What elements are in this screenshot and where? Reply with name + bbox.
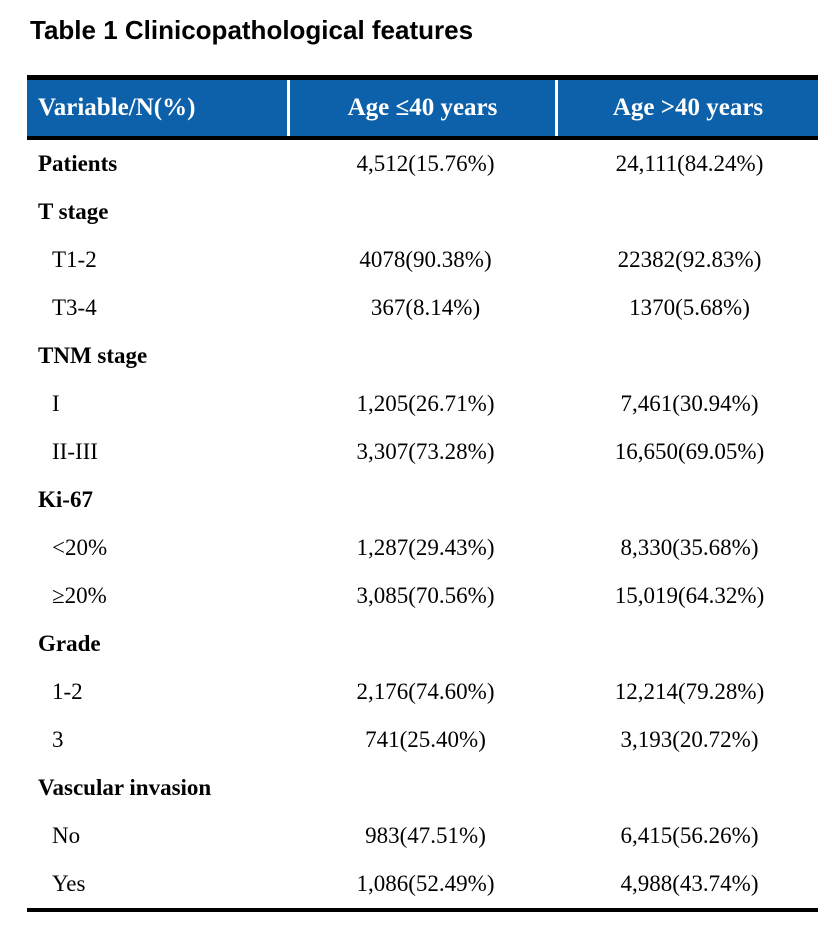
row-value-age-gt-40: 4,988(43.74%) [620,871,759,896]
table-row: T stage [27,188,818,236]
header-cell-age-gt-40: Age >40 years [612,94,764,121]
row-value-age-le-40: 4,512(15.76%) [356,151,495,176]
table-row: Vascular invasion [27,764,818,812]
row-label: Ki-67 [38,487,93,512]
row-label: Patients [38,151,118,176]
table-header-row: Variable/N(%) Age ≤40 years Age >40 year… [27,80,818,140]
row-value-age-le-40: 3,085(70.56%) [356,583,495,608]
row-value-age-gt-40: 24,111(84.24%) [615,151,764,176]
row-value-age-le-40: 367(8.14%) [370,295,481,320]
row-label: Yes [52,871,86,896]
row-label: T1-2 [52,247,97,272]
row-value-age-le-40: 1,205(26.71%) [356,391,495,416]
table-row: 3 741(25.40%) 3,193(20.72%) [27,716,818,764]
row-value-age-gt-40: 6,415(56.26%) [620,823,759,848]
table-row: TNM stage [27,332,818,380]
row-value-age-gt-40: 16,650(69.05%) [614,439,765,464]
row-label: Grade [38,631,101,656]
table-row: T3-4 367(8.14%) 1370(5.68%) [27,284,818,332]
table-body: Patients 4,512(15.76%) 24,111(84.24%) T … [27,140,818,908]
header-cell-age-le-40: Age ≤40 years [290,80,558,136]
table-row: T1-2 4078(90.38%) 22382(92.83%) [27,236,818,284]
table-row: ≥20% 3,085(70.56%) 15,019(64.32%) [27,572,818,620]
table-row: 1-2 2,176(74.60%) 12,214(79.28%) [27,668,818,716]
row-label: No [52,823,81,848]
row-label: <20% [52,535,108,560]
table-row: II-III 3,307(73.28%) 16,650(69.05%) [27,428,818,476]
row-value-age-le-40: 3,307(73.28%) [356,439,495,464]
table-title: Table 1 Clinicopathological features [30,15,474,45]
row-label: 3 [52,727,64,752]
table-row: I 1,205(26.71%) 7,461(30.94%) [27,380,818,428]
table-row: Patients 4,512(15.76%) 24,111(84.24%) [27,140,818,188]
row-value-age-le-40: 2,176(74.60%) [356,679,495,704]
table-row: Ki-67 [27,476,818,524]
row-label: T3-4 [52,295,97,320]
row-label: I [52,391,60,416]
row-label: Vascular invasion [38,775,212,800]
row-label: ≥20% [52,583,107,608]
clinicopathological-table: Variable/N(%) Age ≤40 years Age >40 year… [27,75,818,912]
row-value-age-gt-40: 3,193(20.72%) [620,727,759,752]
row-value-age-gt-40: 7,461(30.94%) [620,391,759,416]
row-value-age-gt-40: 15,019(64.32%) [614,583,765,608]
row-value-age-gt-40: 8,330(35.68%) [620,535,759,560]
table-row: Grade [27,620,818,668]
header-cell-variable: Variable/N(%) [27,80,290,136]
table-row: Yes 1,086(52.49%) 4,988(43.74%) [27,860,818,908]
row-label: 1-2 [52,679,83,704]
row-value-age-gt-40: 1370(5.68%) [629,295,750,320]
row-value-age-le-40: 741(25.40%) [365,727,486,752]
row-value-age-le-40: 983(47.51%) [365,823,486,848]
row-value-age-le-40: 4078(90.38%) [359,247,492,272]
table-row: <20% 1,287(29.43%) 8,330(35.68%) [27,524,818,572]
row-value-age-gt-40: 12,214(79.28%) [614,679,765,704]
row-label: T stage [38,199,109,224]
row-label: TNM stage [38,343,148,368]
table-row: No 983(47.51%) 6,415(56.26%) [27,812,818,860]
row-value-age-le-40: 1,086(52.49%) [356,871,495,896]
row-label: II-III [52,439,98,464]
row-value-age-le-40: 1,287(29.43%) [356,535,495,560]
row-value-age-gt-40: 22382(92.83%) [617,247,762,272]
